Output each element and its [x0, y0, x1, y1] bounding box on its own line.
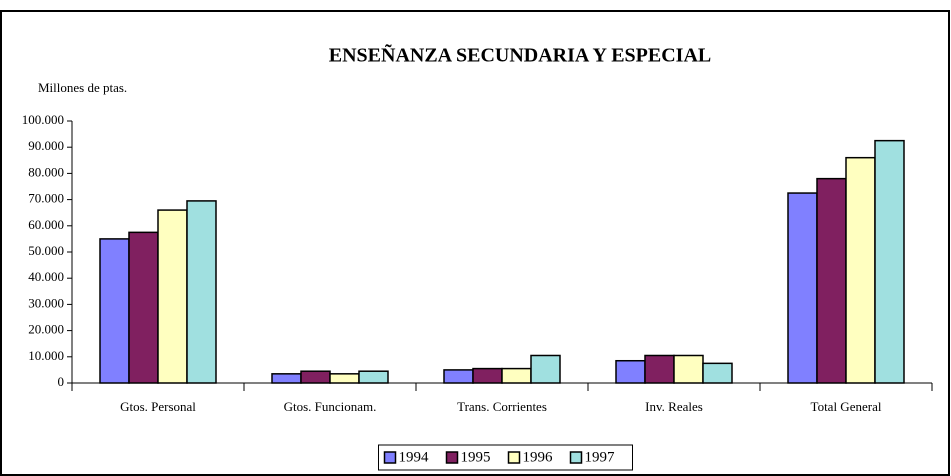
y-tick-label: 50.000: [28, 243, 64, 258]
x-tick-label: Trans. Corrientes: [457, 399, 547, 414]
bar: [530, 354, 561, 384]
y-tick-label: 30.000: [28, 295, 64, 310]
y-tick-label: 100.000: [22, 112, 64, 127]
chart-title: ENSEÑANZA SECUNDARIA Y ESPECIAL: [329, 44, 712, 67]
x-tick-label: Inv. Reales: [645, 399, 703, 414]
bar: [787, 192, 818, 384]
y-tick-label: 70.000: [28, 191, 64, 206]
y-tick-label: 90.000: [28, 138, 64, 153]
y-axis-label: Millones de ptas.: [38, 80, 127, 95]
legend-swatch: [445, 451, 459, 464]
legend-label: 1996: [523, 449, 554, 465]
bar: [472, 367, 503, 384]
bar: [501, 367, 532, 384]
legend-label: 1995: [461, 449, 491, 465]
legend-swatch: [569, 451, 583, 464]
bar: [128, 231, 159, 384]
bar: [358, 370, 389, 384]
y-tick-label: 0: [58, 374, 65, 389]
bar: [99, 238, 130, 384]
bar: [271, 373, 302, 384]
y-tick-label: 10.000: [28, 348, 64, 363]
bar: [845, 156, 876, 384]
y-tick-label: 20.000: [28, 322, 64, 337]
bar: [615, 359, 646, 384]
bar: [874, 139, 905, 384]
y-tick-label: 40.000: [28, 269, 64, 284]
x-tick-label: Gtos. Personal: [120, 399, 196, 414]
legend-label: 1997: [585, 449, 616, 465]
legend-label: 1994: [399, 449, 430, 465]
legend-swatch: [383, 451, 397, 464]
bar: [644, 354, 675, 384]
y-tick-label: 60.000: [28, 217, 64, 232]
x-tick-label: Total General: [811, 399, 882, 414]
y-tick-label: 80.000: [28, 164, 64, 179]
bar: [157, 209, 188, 384]
legend-box: [378, 444, 633, 471]
bar: [329, 373, 360, 384]
bar: [702, 362, 733, 384]
bar: [443, 369, 474, 384]
bar: [673, 354, 704, 384]
x-tick-label: Gtos. Funcionam.: [284, 399, 377, 414]
bar: [816, 177, 847, 384]
bar: [300, 370, 331, 384]
legend-swatch: [507, 451, 521, 464]
bar: [186, 200, 217, 384]
